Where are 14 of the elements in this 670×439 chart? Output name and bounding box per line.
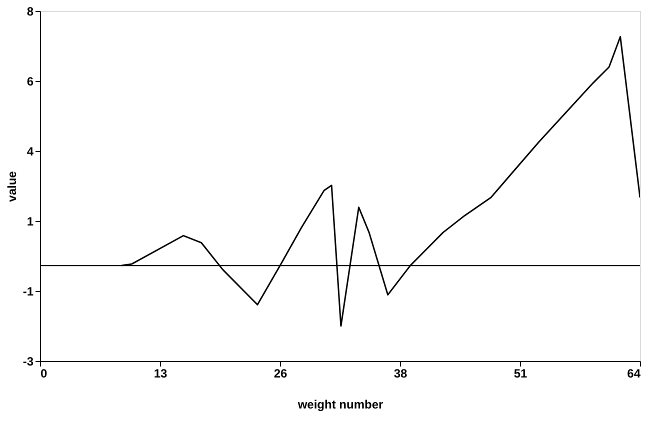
y-tick-label: -1: [22, 284, 34, 298]
x-tick-label: 0: [40, 366, 48, 380]
y-tick-label: 8: [26, 4, 34, 18]
x-axis-title: weight number: [296, 398, 384, 412]
y-tick-label: 6: [26, 74, 34, 88]
y-tick-label: 4: [26, 144, 34, 158]
x-tick-label: 13: [154, 366, 168, 380]
x-tick-label: 26: [274, 366, 288, 380]
y-tick-label: 1: [26, 214, 34, 228]
x-tick-label: 38: [394, 366, 408, 380]
y-tick-label: -3: [22, 354, 34, 368]
y-axis-title: value: [4, 170, 19, 202]
x-tick-label: 64: [627, 366, 641, 380]
x-tick-label: 51: [514, 366, 528, 380]
